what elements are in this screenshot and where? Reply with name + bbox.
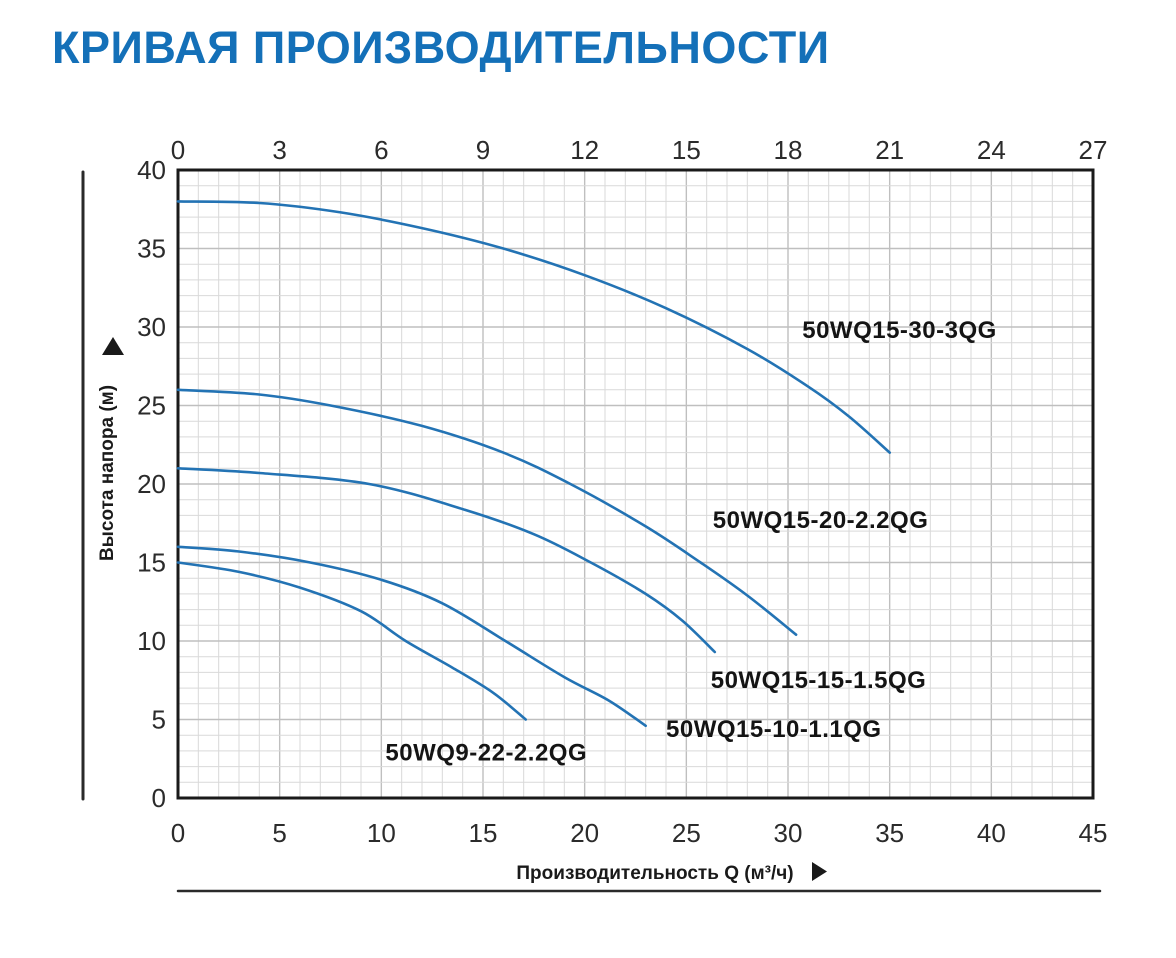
curve-50WQ15-15-1.5QG [176, 467, 717, 654]
y-axis-tick-label: 40 [137, 155, 166, 185]
x-axis-top-tick-label: 27 [1079, 135, 1108, 165]
curve-label-50WQ15-10-1.1QG: 50WQ15-10-1.1QG [666, 716, 882, 743]
curve-50WQ9-22-2.2QG [176, 561, 527, 721]
curve-50WQ15-30-3QG [176, 200, 891, 454]
curve-label-50WQ15-30-3QG: 50WQ15-30-3QG [802, 317, 997, 344]
x-axis-top-tick-label: 21 [875, 135, 904, 165]
y-axis-tick-label: 0 [152, 783, 166, 813]
curve-label-50WQ15-20-2.2QG: 50WQ15-20-2.2QG [713, 507, 929, 534]
x-axis-bottom-tick-label: 0 [171, 818, 185, 848]
x-axis-bottom-tick-label: 25 [672, 818, 701, 848]
x-axis-bottom-tick-label: 40 [977, 818, 1006, 848]
x-axis-top-tick-label: 0 [171, 135, 185, 165]
x-axis-top-tick-label: 18 [774, 135, 803, 165]
curve-50WQ15-10-1.1QG [176, 545, 647, 728]
page-title: КРИВАЯ ПРОИЗВОДИТЕЛЬНОСТИ [52, 22, 830, 73]
y-axis-tick-label: 15 [137, 548, 166, 578]
curve-label-50WQ9-22-2.2QG: 50WQ9-22-2.2QG [385, 739, 587, 766]
y-axis-tick-label: 25 [137, 391, 166, 421]
plot-border [176, 168, 1095, 800]
x-axis-bottom-tick-label: 45 [1079, 818, 1108, 848]
x-axis-title: Производительность Q (м³/ч) [516, 863, 793, 884]
x-axis-top-tick-label: 15 [672, 135, 701, 165]
x-axis-bottom-tick-label: 10 [367, 818, 396, 848]
x-axis-bottom-tick-label: 20 [570, 818, 599, 848]
x-axis-top-tick-label: 9 [476, 135, 490, 165]
x-axis-bottom-tick-label: 15 [469, 818, 498, 848]
y-axis-tick-label: 10 [137, 626, 166, 656]
curve-label-50WQ15-15-1.5QG: 50WQ15-15-1.5QG [711, 667, 927, 694]
x-axis-top-tick-label: 6 [374, 135, 388, 165]
x-axis-bottom-tick-label: 5 [272, 818, 286, 848]
x-axis-top-tick-label: 12 [570, 135, 599, 165]
y-axis-tick-label: 30 [137, 312, 166, 342]
x-axis-bottom-tick-label: 30 [774, 818, 803, 848]
curve-50WQ15-20-2.2QG [176, 388, 798, 636]
x-axis-top-tick-label: 24 [977, 135, 1006, 165]
y-axis-tick-label: 20 [137, 469, 166, 499]
up-arrow-icon [102, 337, 124, 355]
y-axis-tick-label: 5 [152, 705, 166, 735]
x-axis-bottom-tick-label: 35 [875, 818, 904, 848]
y-axis-title: Высота напора (м) [97, 385, 118, 561]
x-axis-top-tick-label: 3 [272, 135, 286, 165]
right-arrow-icon [812, 862, 827, 881]
y-axis-tick-label: 35 [137, 234, 166, 264]
